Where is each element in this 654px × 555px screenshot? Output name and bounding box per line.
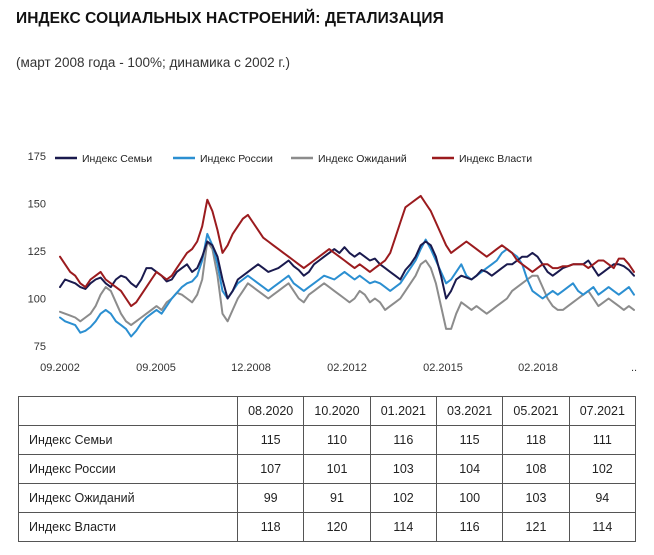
column-header: 07.2021 <box>569 397 635 426</box>
x-tick-label: 02.2018 <box>518 362 558 374</box>
row-label: Индекс России <box>19 455 238 484</box>
chart-subtitle: (март 2008 года - 100%; динамика с 2002 … <box>16 55 290 70</box>
table-cell: 115 <box>238 426 304 455</box>
y-tick-label: 125 <box>28 246 46 258</box>
table-cell: 99 <box>238 484 304 513</box>
table-cell: 114 <box>370 513 436 542</box>
table-cell: 108 <box>503 455 569 484</box>
table-cell: 100 <box>436 484 502 513</box>
row-label: Индекс Власти <box>19 513 238 542</box>
table-cell: 102 <box>370 484 436 513</box>
table-cell: 114 <box>569 513 635 542</box>
column-header: 10.2020 <box>304 397 370 426</box>
chart-title: ИНДЕКС СОЦИАЛЬНЫХ НАСТРОЕНИЙ: ДЕТАЛИЗАЦИ… <box>16 10 444 28</box>
table-cell: 103 <box>370 455 436 484</box>
table-row: Индекс России 107 101 103 104 108 102 <box>19 455 636 484</box>
legend-label: Индекс Власти <box>459 153 532 165</box>
chart-legend: Индекс Семьи Индекс России Индекс Ожиданий… <box>55 153 532 165</box>
column-header: 08.2020 <box>238 397 304 426</box>
legend-label: Индекс Семьи <box>82 153 152 165</box>
table-cell: 118 <box>238 513 304 542</box>
legend-label: Индекс Ожиданий <box>318 153 407 165</box>
y-tick-label: 175 <box>28 151 46 163</box>
table-cell: 94 <box>569 484 635 513</box>
table-header-row: 08.2020 10.2020 01.2021 03.2021 05.2021 … <box>19 397 636 426</box>
y-tick-label: 150 <box>28 199 46 211</box>
table-cell: 107 <box>238 455 304 484</box>
line-chart: Индекс Семьи Индекс России Индекс Ожиданий… <box>0 140 654 380</box>
table-corner-cell <box>19 397 238 426</box>
x-tick-label: 09.2002 <box>40 362 80 374</box>
row-label: Индекс Семьи <box>19 426 238 455</box>
table-cell: 115 <box>436 426 502 455</box>
table-cell: 110 <box>304 426 370 455</box>
row-label: Индекс Ожиданий <box>19 484 238 513</box>
x-tick-label: 02.2015 <box>423 362 463 374</box>
y-tick-label: 100 <box>28 294 46 306</box>
table-cell: 118 <box>503 426 569 455</box>
plot-area <box>60 196 634 337</box>
series-line <box>60 242 634 299</box>
x-tick-label: 09.2005 <box>136 362 176 374</box>
table-cell: 91 <box>304 484 370 513</box>
table-cell: 116 <box>436 513 502 542</box>
data-table: 08.2020 10.2020 01.2021 03.2021 05.2021 … <box>18 396 636 542</box>
series-line <box>60 242 634 329</box>
x-tick-label: .. <box>631 362 637 374</box>
legend-label: Индекс России <box>200 153 273 165</box>
table-cell: 116 <box>370 426 436 455</box>
table-cell: 103 <box>503 484 569 513</box>
x-tick-label: 12.2008 <box>231 362 271 374</box>
table-cell: 111 <box>569 426 635 455</box>
table-cell: 102 <box>569 455 635 484</box>
column-header: 03.2021 <box>436 397 502 426</box>
table-cell: 120 <box>304 513 370 542</box>
table-cell: 121 <box>503 513 569 542</box>
x-tick-label: 02.2012 <box>327 362 367 374</box>
column-header: 01.2021 <box>370 397 436 426</box>
y-axis: 75 100 125 150 175 <box>28 151 46 353</box>
y-tick-label: 75 <box>34 341 46 353</box>
column-header: 05.2021 <box>503 397 569 426</box>
table-row: Индекс Семьи 115 110 116 115 118 111 <box>19 426 636 455</box>
table-cell: 104 <box>436 455 502 484</box>
table-row: Индекс Власти 118 120 114 116 121 114 <box>19 513 636 542</box>
x-axis: 09.2002 09.2005 12.2008 02.2012 02.2015 02.20… <box>40 362 637 374</box>
table-cell: 101 <box>304 455 370 484</box>
table-row: Индекс Ожиданий 99 91 102 100 103 94 <box>19 484 636 513</box>
